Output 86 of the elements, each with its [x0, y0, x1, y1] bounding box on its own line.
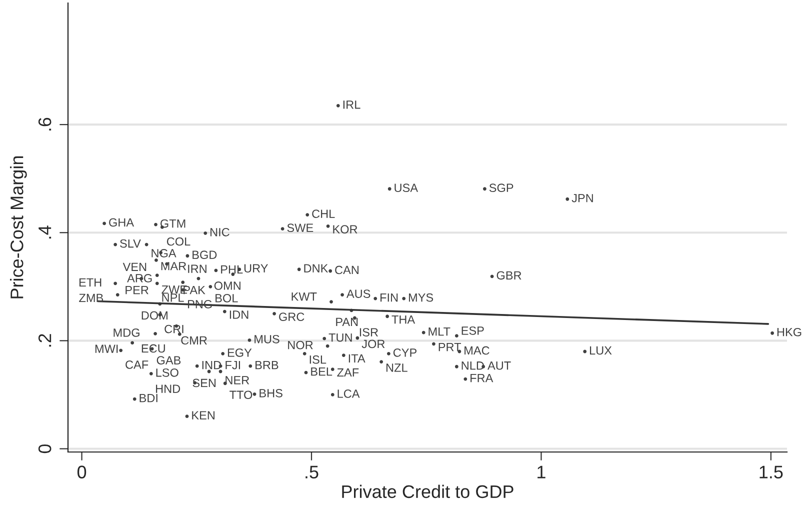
data-label: ZMB — [79, 294, 104, 302]
data-label: ZAF — [337, 368, 359, 377]
data-label: COL — [166, 237, 190, 246]
data-label: URY — [244, 264, 268, 273]
data-label: BHS — [260, 388, 282, 398]
data-label: KWT — [292, 292, 317, 301]
data-label: CYP — [393, 348, 416, 357]
data-label: KOR — [333, 225, 358, 234]
x-axis-title: Private Credit to GDP — [342, 484, 514, 498]
data-label: NZL — [386, 364, 408, 372]
data-label: HND — [156, 384, 180, 393]
data-label: MUS — [254, 334, 280, 344]
data-label: BGD — [192, 250, 217, 260]
data-label: SEN — [192, 378, 216, 388]
x-tick-label: .5 — [306, 466, 318, 478]
y-tick-label: 0 — [38, 444, 52, 454]
data-label: ISR — [360, 328, 378, 336]
data-label: AUT — [488, 362, 511, 370]
data-label: SWE — [287, 224, 314, 232]
data-label: CHL — [312, 210, 335, 218]
data-label: NOR — [288, 340, 313, 350]
data-label: GBR — [496, 271, 522, 280]
data-label: THA — [392, 315, 416, 324]
data-label: MAC — [464, 346, 490, 355]
data-label: GAB — [156, 356, 181, 364]
data-label: CAN — [335, 266, 358, 274]
x-tick-label: 0 — [77, 466, 86, 478]
data-label: BOL — [216, 294, 238, 302]
data-label: LCA — [338, 390, 360, 398]
data-label: JPN — [572, 194, 593, 202]
data-label: ISL — [310, 355, 326, 364]
data-label: ETH — [79, 278, 102, 286]
data-label: NGA — [152, 249, 176, 258]
data-label: AUS — [346, 290, 370, 298]
data-label: MDG — [114, 328, 140, 337]
data-label: MLT — [428, 328, 450, 336]
y-tick-label: .2 — [38, 334, 52, 347]
data-label: NPL — [162, 294, 184, 302]
data-label: TUN — [328, 333, 352, 342]
data-label: FRA — [470, 374, 494, 382]
data-label: KEN — [192, 411, 214, 420]
data-label: NIC — [210, 228, 230, 236]
data-label: PER — [126, 286, 148, 294]
data-label: CAF — [126, 360, 148, 369]
data-label: DOM — [142, 311, 168, 320]
data-label: CRI — [164, 324, 184, 334]
data-label: PAN — [336, 318, 358, 326]
data-label: ARG — [127, 274, 152, 282]
data-label: MAR — [161, 262, 186, 270]
data-label: NER — [226, 376, 250, 384]
data-label: ECU — [142, 344, 165, 353]
data-label: IRL — [343, 100, 360, 109]
data-label: JOR — [362, 340, 385, 348]
data-label: FJI — [226, 361, 240, 370]
data-label: SLV — [120, 239, 141, 248]
data-label: OMN — [214, 282, 240, 290]
data-label: ESP — [462, 326, 484, 335]
y-tick-label: .6 — [38, 118, 52, 130]
data-label: BEL — [311, 368, 332, 376]
data-label: GRC — [279, 312, 304, 322]
data-label: ITA — [348, 354, 366, 363]
data-label: BDI — [140, 394, 158, 402]
x-tick-label: 1.5 — [760, 466, 783, 478]
data-label: MYS — [408, 293, 434, 302]
data-label: IDN — [230, 310, 248, 319]
y-axis-title: Price-Cost Margin — [10, 156, 27, 298]
data-label: MWI — [95, 344, 118, 353]
data-label: GHA — [109, 218, 134, 227]
data-label: EGY — [228, 348, 252, 357]
data-label: GTM — [160, 219, 186, 228]
data-label: HKG — [777, 328, 802, 336]
data-label: USA — [394, 184, 418, 192]
data-label: LUX — [590, 346, 612, 355]
data-label: TTO — [230, 390, 252, 400]
data-label: VEN — [122, 262, 146, 271]
data-label: LSO — [156, 368, 178, 377]
data-label: PHL — [221, 265, 243, 274]
data-label: BRB — [256, 361, 278, 370]
data-label: DNK — [304, 264, 328, 272]
x-tick-label: 1 — [538, 466, 546, 478]
data-label: IRN — [188, 264, 206, 273]
data-label: CMR — [181, 336, 207, 345]
data-label: SGP — [489, 184, 514, 192]
data-label: FIN — [380, 293, 398, 302]
y-tick-label: .4 — [38, 226, 52, 239]
data-label: PRT — [438, 343, 462, 352]
